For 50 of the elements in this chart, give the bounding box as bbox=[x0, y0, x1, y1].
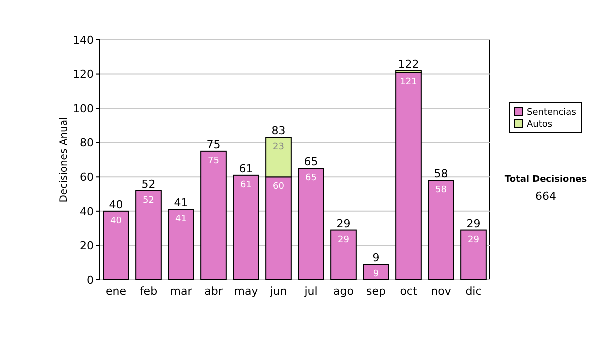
total-label: 9 bbox=[372, 252, 380, 265]
total-label: 83 bbox=[272, 124, 286, 138]
data-label: 52 bbox=[143, 196, 154, 206]
total-label: 65 bbox=[304, 156, 318, 169]
x-tick-label: dic bbox=[466, 285, 482, 298]
text: Total Decisiones bbox=[504, 175, 588, 185]
data-label: 58 bbox=[436, 186, 448, 196]
x-tick-label: nov bbox=[431, 285, 452, 298]
x-tick-label: jun bbox=[269, 285, 288, 298]
total-label: 29 bbox=[336, 217, 351, 230]
data-label: 29 bbox=[468, 235, 480, 246]
x-tick-label: feb bbox=[140, 285, 158, 298]
data-label: 60 bbox=[273, 182, 285, 192]
text: 664 bbox=[536, 190, 556, 203]
legend-label: Sentencias bbox=[527, 108, 577, 118]
data-label: 75 bbox=[208, 156, 220, 166]
data-label: 40 bbox=[110, 216, 122, 226]
y-tick-label: 40 bbox=[80, 205, 94, 218]
total-label: 75 bbox=[206, 138, 221, 152]
data-label: 61 bbox=[240, 180, 252, 190]
y-tick-label: 60 bbox=[80, 170, 94, 184]
data-label: 121 bbox=[400, 78, 418, 88]
data-label: 65 bbox=[306, 174, 317, 184]
x-tick-label: may bbox=[234, 285, 259, 298]
data-label: 41 bbox=[176, 214, 187, 225]
total-label: 52 bbox=[142, 178, 156, 191]
total-label: 41 bbox=[174, 196, 188, 210]
data-label: 29 bbox=[338, 235, 350, 246]
y-tick-label: 140 bbox=[73, 34, 94, 47]
x-tick-label: mar bbox=[170, 285, 193, 298]
y-tick-label: 120 bbox=[73, 68, 94, 82]
total-label: 29 bbox=[466, 217, 481, 230]
x-tick-label: ene bbox=[106, 285, 127, 298]
total-label: 58 bbox=[434, 168, 448, 181]
y-tick-label: 100 bbox=[73, 102, 94, 116]
x-tick-label: sep bbox=[366, 285, 386, 298]
total-label: 40 bbox=[109, 198, 124, 212]
y-axis-title: Decisiones Anual bbox=[59, 117, 70, 203]
x-tick-label: jul bbox=[304, 285, 318, 298]
y-tick-label: 0 bbox=[87, 274, 94, 287]
data-label: 9 bbox=[373, 270, 380, 280]
y-tick-label: 80 bbox=[80, 136, 94, 150]
total-label: 61 bbox=[239, 162, 254, 176]
x-tick-label: abr bbox=[204, 285, 224, 298]
x-tick-label: ago bbox=[334, 285, 354, 298]
x-tick-label: oct bbox=[400, 285, 418, 298]
data-label: 23 bbox=[273, 142, 284, 153]
y-tick-label: 20 bbox=[80, 240, 94, 253]
legend-label: Autos bbox=[527, 120, 553, 130]
total-label: 122 bbox=[398, 58, 420, 71]
